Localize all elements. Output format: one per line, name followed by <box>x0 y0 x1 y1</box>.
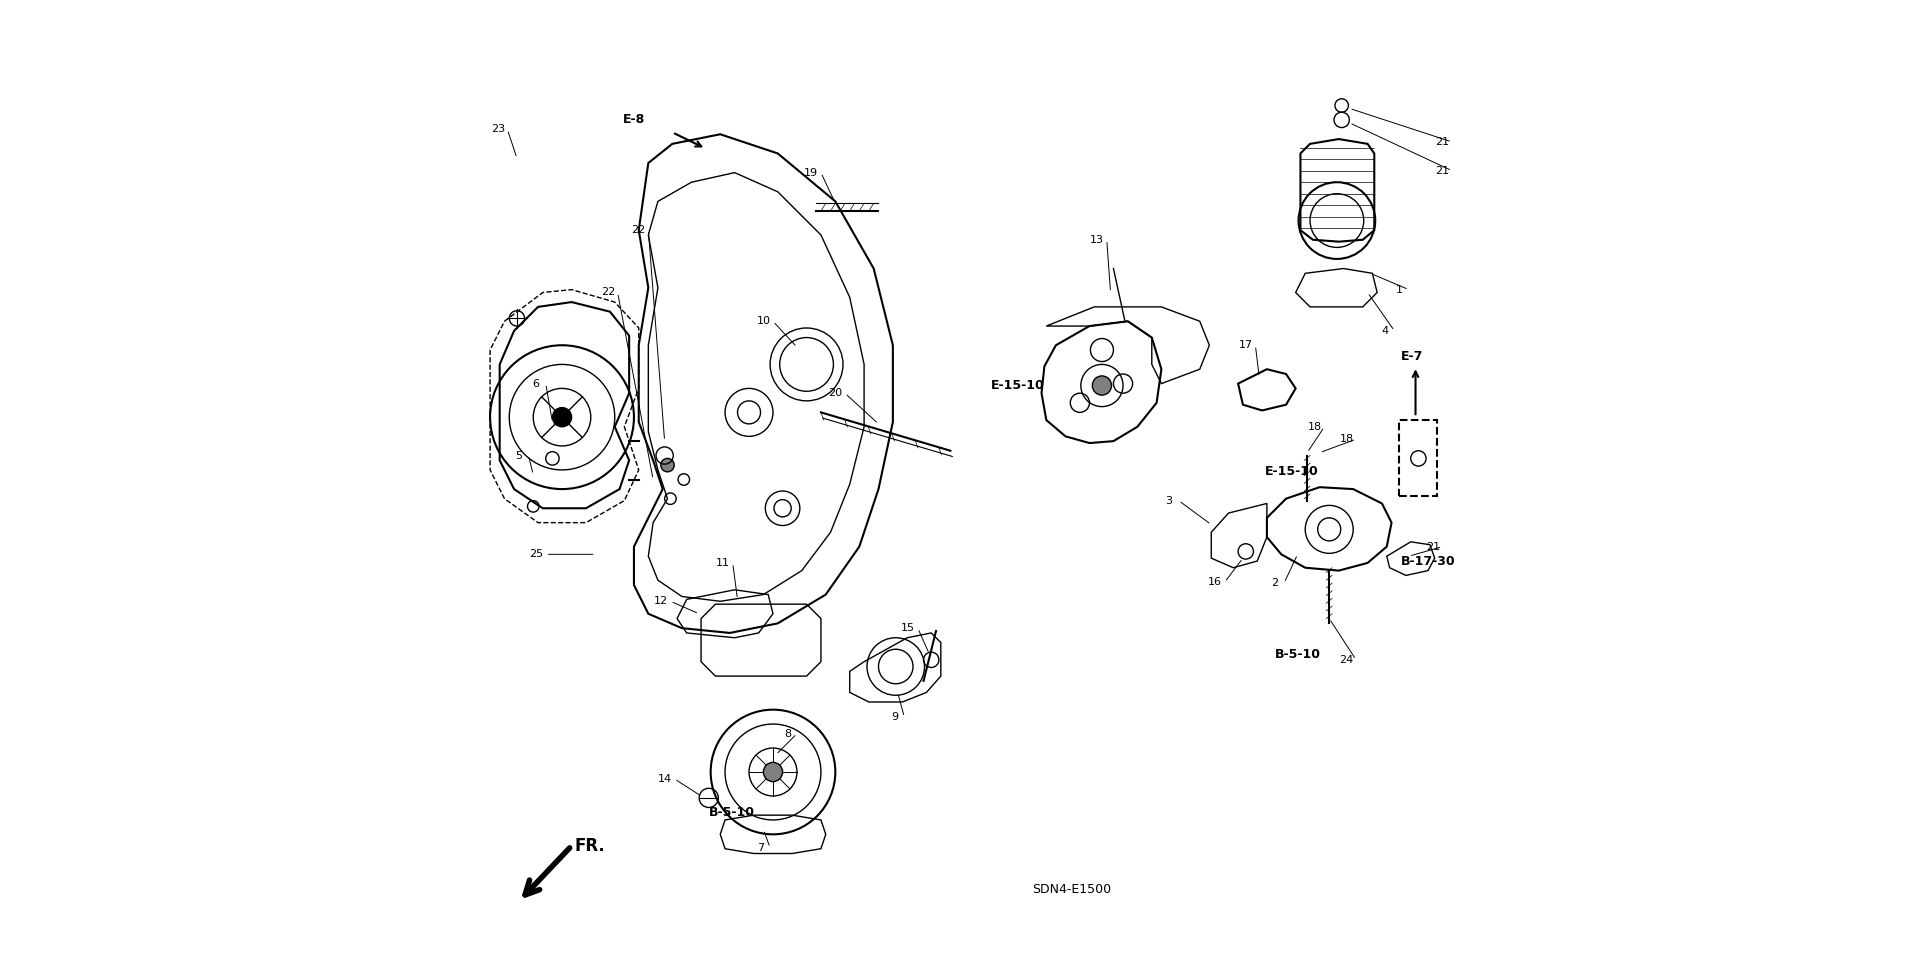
Text: 18: 18 <box>1308 422 1321 432</box>
Text: 12: 12 <box>653 596 668 606</box>
Text: E-15-10: E-15-10 <box>1265 465 1319 479</box>
Circle shape <box>553 408 572 427</box>
Text: SDN4-E1500: SDN4-E1500 <box>1031 883 1112 897</box>
Text: 1: 1 <box>1396 285 1404 294</box>
Text: 16: 16 <box>1208 577 1223 587</box>
Circle shape <box>660 458 674 472</box>
Text: E-7: E-7 <box>1402 350 1423 363</box>
Text: 23: 23 <box>492 125 505 134</box>
Text: 3: 3 <box>1165 496 1173 505</box>
Text: 9: 9 <box>891 713 899 722</box>
Text: 21: 21 <box>1427 542 1440 551</box>
Text: 5: 5 <box>515 451 522 460</box>
Text: 2: 2 <box>1271 578 1279 588</box>
Text: 21: 21 <box>1436 166 1450 175</box>
Text: B-17-30: B-17-30 <box>1402 554 1455 568</box>
Text: 20: 20 <box>828 388 843 398</box>
Text: 22: 22 <box>601 288 614 297</box>
Text: 25: 25 <box>530 550 543 559</box>
Text: 6: 6 <box>532 379 540 388</box>
Text: 8: 8 <box>783 729 791 738</box>
Text: 7: 7 <box>756 843 764 853</box>
Text: FR.: FR. <box>574 837 605 854</box>
Text: 22: 22 <box>632 225 645 235</box>
Text: 17: 17 <box>1238 340 1254 350</box>
Text: E-8: E-8 <box>622 113 645 127</box>
Text: 11: 11 <box>716 558 730 568</box>
Text: 10: 10 <box>756 316 770 326</box>
Text: 18: 18 <box>1340 434 1354 444</box>
Text: 24: 24 <box>1340 655 1354 665</box>
Text: 15: 15 <box>900 623 916 633</box>
Text: 14: 14 <box>657 774 672 784</box>
Circle shape <box>1092 376 1112 395</box>
Circle shape <box>764 762 783 782</box>
Text: E-15-10: E-15-10 <box>991 379 1044 392</box>
Text: B-5-10: B-5-10 <box>708 806 755 819</box>
Text: 13: 13 <box>1091 235 1104 245</box>
Text: 4: 4 <box>1380 326 1388 336</box>
Text: 21: 21 <box>1436 137 1450 147</box>
Text: 19: 19 <box>804 168 818 177</box>
Text: B-5-10: B-5-10 <box>1275 647 1321 661</box>
